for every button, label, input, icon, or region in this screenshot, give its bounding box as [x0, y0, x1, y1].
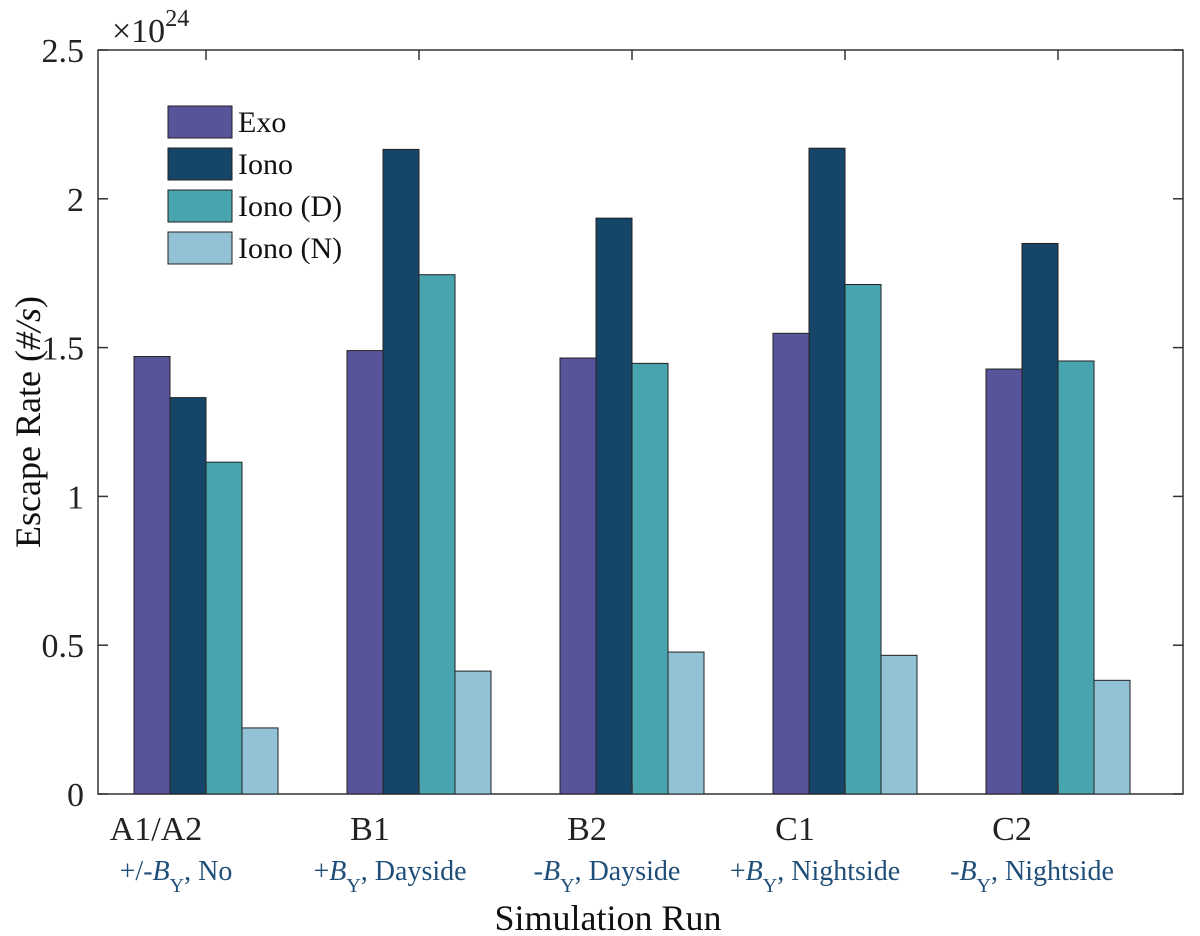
- x-tick-label: B2: [567, 811, 607, 848]
- legend-swatch: [167, 189, 233, 223]
- bar-iono-a1-a2: [169, 397, 207, 795]
- legend-label: Exo: [238, 106, 286, 139]
- bar-iono-d-c1: [844, 284, 882, 795]
- bar-iono-d-b1: [418, 274, 456, 795]
- x-tick-label: A1/A2: [110, 811, 203, 848]
- x-sub-label: +BY, Nightside: [730, 856, 900, 897]
- bar-iono-n-b2: [667, 651, 705, 795]
- bar-iono-n-c1: [880, 654, 918, 795]
- x-sub-label: -BY, Dayside: [534, 856, 681, 897]
- y-tick-label: 1.5: [42, 331, 85, 368]
- bar-iono-b2: [595, 217, 633, 795]
- bars-group: [133, 147, 1131, 795]
- legend-label: Iono (N): [238, 232, 342, 265]
- x-tick-label: B1: [350, 811, 390, 848]
- legend-swatch: [167, 231, 233, 265]
- bar-iono-d-b2: [631, 362, 669, 795]
- legend-label: Iono: [238, 148, 293, 181]
- bar-iono-d-c2: [1057, 360, 1095, 795]
- legend-label: Iono (D): [238, 190, 342, 223]
- y-tick-label: 2: [67, 182, 84, 219]
- x-sub-label: +/-BY, No: [120, 856, 233, 897]
- bar-exo-b1: [346, 350, 384, 795]
- bar-iono-n-a1-a2: [241, 727, 279, 795]
- legend-swatch: [167, 147, 233, 181]
- legend: Exo Iono Iono (D) Iono (N): [167, 105, 342, 265]
- x-sub-label: -BY, Nightside: [950, 856, 1114, 897]
- y-tick-label: 0: [67, 777, 84, 814]
- y-tick-label: 1: [67, 479, 84, 516]
- bar-iono-n-c2: [1093, 679, 1131, 795]
- y-tick-label: 0.5: [42, 628, 85, 665]
- x-tick-label: C1: [775, 811, 815, 848]
- y-axis-title: Escape Rate (#/s): [8, 296, 48, 548]
- bar-iono-b1: [382, 148, 420, 795]
- bar-exo-b2: [559, 357, 597, 795]
- bar-iono-n-b1: [454, 670, 492, 795]
- y-tick-label: 2.5: [42, 33, 85, 70]
- bar-exo-a1-a2: [133, 356, 171, 795]
- bar-iono-d-a1-a2: [205, 461, 243, 795]
- x-tick-label: C2: [992, 811, 1032, 848]
- exponent-label: ×1024: [112, 6, 189, 50]
- bar-iono-c1: [808, 147, 846, 795]
- bar-exo-c2: [985, 368, 1023, 795]
- x-axis-title: Simulation Run: [494, 898, 721, 936]
- x-labels-group: A1/A2 +/-BY, No B1 +BY, Dayside B2 -BY, Daysi…: [110, 811, 1114, 897]
- x-sub-label: +BY, Dayside: [313, 856, 466, 897]
- bar-iono-c2: [1021, 242, 1059, 795]
- bar-exo-c1: [772, 332, 810, 795]
- legend-swatch: [167, 105, 233, 139]
- ticks-group: 0 0.5 1 1.5 2 2.5: [42, 33, 1183, 814]
